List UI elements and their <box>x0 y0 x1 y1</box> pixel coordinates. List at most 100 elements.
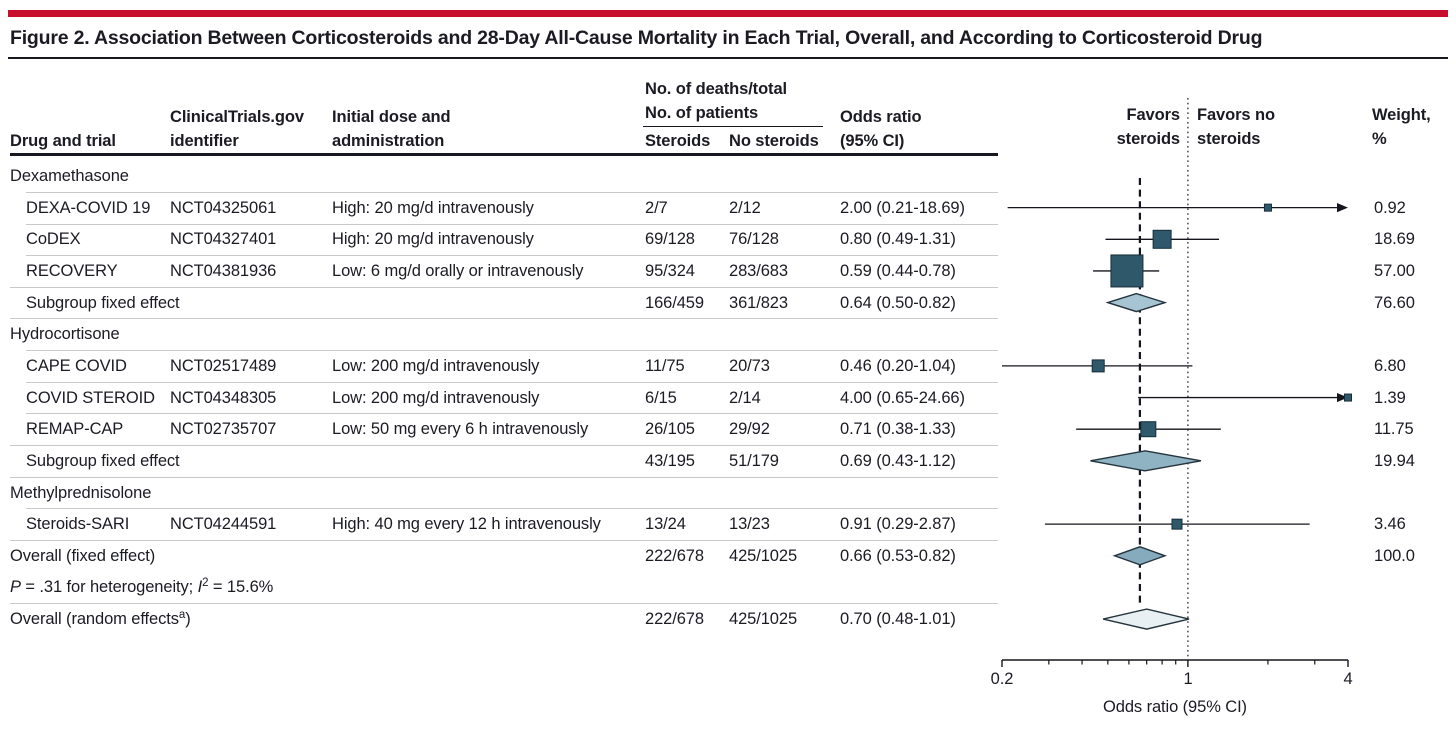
row-label: Subgroup fixed effect <box>26 293 180 312</box>
deaths-no-steroids: 29/92 <box>729 420 770 439</box>
row-separator <box>26 413 998 415</box>
odds-ratio-text: 2.00 (0.21-18.69) <box>840 198 965 217</box>
figure-title: Figure 2. Association Between Corticoste… <box>10 27 1263 49</box>
text-part: Overall (random effects <box>10 610 179 629</box>
row-label: CoDEX <box>26 230 81 249</box>
nct-identifier: NCT04244591 <box>170 515 277 534</box>
col-header-drug-trial: Drug and trial <box>10 132 116 150</box>
point-estimate-square <box>1091 359 1105 373</box>
text-part: ) <box>185 610 191 629</box>
row-label: RECOVERY <box>26 261 118 280</box>
deaths-no-steroids: 51/179 <box>729 451 779 470</box>
row-separator <box>26 508 998 510</box>
row-separator <box>26 381 998 383</box>
deaths-steroids: 43/195 <box>645 451 695 470</box>
dose-description: High: 20 mg/d intravenously <box>332 230 534 249</box>
row-separator <box>26 350 998 352</box>
row-label: REMAP-CAP <box>26 420 124 439</box>
col-header-dose-line2: administration <box>332 132 445 150</box>
odds-ratio-text: 0.46 (0.20-1.04) <box>840 356 956 375</box>
heterogeneity-note: P = .31 for heterogeneity; I2 = 15.6% <box>10 576 273 598</box>
row-separator <box>10 540 998 541</box>
weight-value: 6.80 <box>1374 356 1406 375</box>
favors-steroids-label-line2: steroids <box>1116 130 1180 148</box>
point-estimate-square <box>1344 393 1352 402</box>
odds-ratio-text: 0.69 (0.43-1.12) <box>840 451 956 470</box>
axis-tick-label-min: 0.2 <box>990 670 1014 688</box>
point-estimate-square <box>1152 229 1172 249</box>
favors-no-steroids-label-line2: steroids <box>1197 130 1261 148</box>
nct-identifier: NCT02735707 <box>170 420 277 439</box>
drug-section-label: Methylprednisolone <box>10 483 152 502</box>
weight-value: 11.75 <box>1374 420 1414 439</box>
deaths-steroids: 6/15 <box>645 388 677 407</box>
odds-ratio-text: 0.71 (0.38-1.33) <box>840 420 956 439</box>
row-label: Overall (random effectsa) <box>10 608 191 630</box>
deaths-no-steroids: 425/1025 <box>729 546 798 565</box>
row-label: CAPE COVID <box>26 356 127 375</box>
odds-ratio-text: 0.91 (0.29-2.87) <box>840 515 956 534</box>
italic-term: I <box>197 578 203 597</box>
title-rule <box>8 57 1448 59</box>
deaths-steroids: 69/128 <box>645 230 695 249</box>
deaths-steroids: 11/75 <box>645 356 685 375</box>
deaths-no-steroids: 283/683 <box>729 261 788 280</box>
weight-value: 19.94 <box>1374 451 1415 470</box>
row-separator <box>10 476 998 478</box>
text-part: = 15.6% <box>208 578 274 597</box>
col-header-dose-line1: Initial dose and <box>332 108 451 126</box>
drug-section-label: Dexamethasone <box>10 167 129 185</box>
odds-ratio-text: 4.00 (0.65-24.66) <box>840 388 965 407</box>
deaths-no-steroids: 361/823 <box>729 293 788 312</box>
point-estimate-square <box>1140 421 1157 438</box>
superscript: 2 <box>202 577 209 590</box>
favors-no-steroids-label-line1: Favors no <box>1197 106 1275 124</box>
row-label: DEXA-COVID 19 <box>26 198 151 217</box>
deaths-no-steroids: 13/23 <box>729 515 770 534</box>
point-estimate-square <box>1110 254 1144 288</box>
weight-value: 76.60 <box>1374 293 1415 312</box>
summary-diamond <box>1102 608 1190 630</box>
col-header-nct-line2: identifier <box>170 132 239 150</box>
superscript: a <box>178 609 186 622</box>
weight-value: 100.0 <box>1374 546 1415 565</box>
axis-tick-label-max: 4 <box>1343 670 1353 688</box>
odds-ratio-text: 0.59 (0.44-0.78) <box>840 261 956 280</box>
weight-value: 0.92 <box>1374 198 1406 217</box>
point-estimate-square <box>1263 203 1272 212</box>
ci-arrowhead <box>1337 203 1348 213</box>
row-separator <box>26 255 998 257</box>
point-estimate-square <box>1171 518 1183 530</box>
deaths-no-steroids: 425/1025 <box>729 610 798 629</box>
row-label: Steroids-SARI <box>26 515 130 534</box>
deaths-steroids: 13/24 <box>645 515 686 534</box>
col-header-steroids: Steroids <box>645 132 711 150</box>
deaths-no-steroids: 20/73 <box>729 356 770 375</box>
weight-value: 1.39 <box>1374 388 1406 407</box>
dose-description: Low: 50 mg every 6 h intravenously <box>332 420 589 439</box>
header-rule <box>10 153 998 156</box>
col-header-or-line2: (95% CI) <box>840 132 905 150</box>
odds-ratio-text: 0.64 (0.50-0.82) <box>840 293 956 312</box>
nct-identifier: NCT04327401 <box>170 230 277 249</box>
dose-description: Low: 200 mg/d intravenously <box>332 356 540 375</box>
favors-steroids-label-line1: Favors <box>1126 106 1180 124</box>
deaths-steroids: 2/7 <box>645 198 668 217</box>
col-header-weight-line2: % <box>1372 130 1387 148</box>
col-header-nct-line1: ClinicalTrials.gov <box>170 108 304 126</box>
deaths-steroids: 166/459 <box>645 293 704 312</box>
deaths-no-steroids: 2/14 <box>729 388 761 407</box>
weight-value: 18.69 <box>1374 230 1415 249</box>
ci-arrowhead <box>1337 392 1348 403</box>
text-part: = .31 for heterogeneity; <box>20 578 198 597</box>
deaths-steroids: 26/105 <box>645 420 695 439</box>
row-separator <box>10 445 998 447</box>
deaths-no-steroids: 76/128 <box>729 230 779 249</box>
deaths-steroids: 222/678 <box>645 610 704 629</box>
axis-tick-label-one: 1 <box>1183 670 1193 688</box>
drug-section-label: Hydrocortisone <box>10 325 120 344</box>
dose-description: Low: 200 mg/d intravenously <box>332 388 540 407</box>
summary-diamond <box>1112 546 1168 566</box>
row-separator <box>10 286 998 288</box>
accent-bar <box>8 10 1448 17</box>
